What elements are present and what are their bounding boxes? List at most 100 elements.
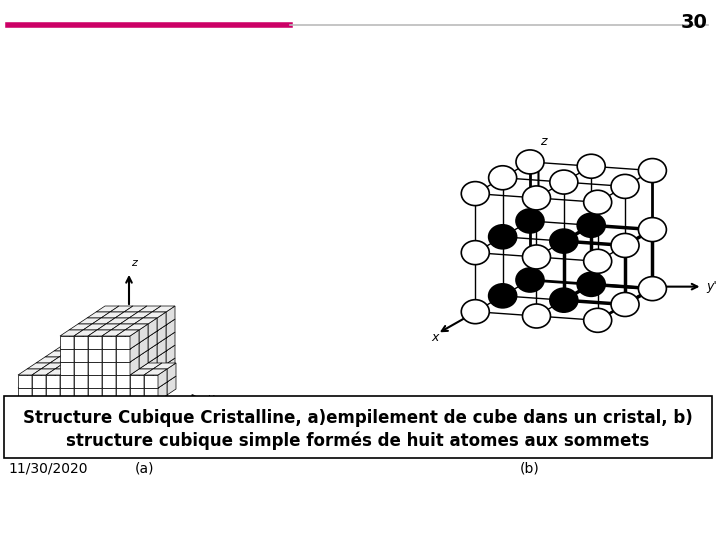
Polygon shape: [32, 369, 41, 388]
Polygon shape: [106, 357, 129, 363]
Polygon shape: [87, 403, 110, 409]
Polygon shape: [97, 376, 120, 382]
Polygon shape: [46, 421, 55, 440]
Polygon shape: [116, 356, 139, 362]
Polygon shape: [96, 306, 119, 312]
Polygon shape: [116, 343, 139, 349]
Polygon shape: [55, 421, 69, 434]
Polygon shape: [148, 318, 157, 337]
Polygon shape: [130, 382, 153, 388]
Polygon shape: [69, 389, 92, 395]
Polygon shape: [92, 370, 115, 376]
Polygon shape: [78, 389, 92, 402]
Polygon shape: [83, 389, 92, 408]
Polygon shape: [111, 363, 120, 382]
Polygon shape: [120, 318, 129, 337]
Polygon shape: [152, 319, 175, 325]
Polygon shape: [157, 338, 166, 357]
Polygon shape: [124, 338, 138, 351]
Polygon shape: [110, 390, 124, 403]
Polygon shape: [144, 382, 153, 401]
Polygon shape: [115, 364, 124, 383]
Polygon shape: [92, 324, 106, 337]
Polygon shape: [88, 382, 111, 388]
Polygon shape: [167, 363, 176, 382]
Polygon shape: [64, 409, 73, 428]
Polygon shape: [41, 415, 50, 434]
Polygon shape: [83, 415, 106, 421]
Polygon shape: [92, 350, 106, 363]
Polygon shape: [83, 363, 106, 369]
Polygon shape: [60, 382, 69, 401]
Polygon shape: [73, 390, 82, 409]
Polygon shape: [129, 357, 143, 370]
Polygon shape: [138, 364, 152, 377]
Polygon shape: [138, 306, 161, 312]
Ellipse shape: [639, 159, 667, 183]
Ellipse shape: [516, 209, 544, 233]
Polygon shape: [130, 369, 139, 388]
Polygon shape: [134, 337, 148, 350]
Polygon shape: [68, 358, 91, 364]
Polygon shape: [129, 344, 143, 357]
Polygon shape: [78, 350, 92, 363]
Polygon shape: [166, 306, 175, 325]
Polygon shape: [87, 357, 101, 370]
Polygon shape: [88, 349, 102, 362]
Polygon shape: [83, 337, 106, 343]
Polygon shape: [139, 337, 148, 356]
Polygon shape: [50, 357, 59, 376]
Polygon shape: [69, 343, 83, 356]
Polygon shape: [69, 363, 92, 369]
Polygon shape: [55, 389, 64, 408]
Polygon shape: [97, 337, 120, 343]
Polygon shape: [46, 382, 55, 401]
Text: x: x: [431, 331, 438, 344]
Polygon shape: [78, 370, 87, 389]
Polygon shape: [32, 421, 41, 440]
Polygon shape: [32, 395, 41, 414]
Polygon shape: [116, 349, 130, 362]
Polygon shape: [144, 369, 167, 375]
Polygon shape: [78, 383, 87, 402]
Polygon shape: [82, 397, 91, 416]
Polygon shape: [60, 369, 83, 375]
Polygon shape: [111, 324, 120, 343]
Polygon shape: [96, 345, 105, 364]
Polygon shape: [110, 364, 124, 377]
Polygon shape: [115, 318, 129, 331]
Polygon shape: [69, 402, 78, 421]
Polygon shape: [73, 377, 96, 383]
Polygon shape: [166, 319, 175, 338]
Polygon shape: [92, 370, 101, 389]
Polygon shape: [82, 351, 96, 364]
Polygon shape: [73, 403, 96, 409]
Polygon shape: [55, 389, 78, 395]
Polygon shape: [125, 369, 139, 382]
Polygon shape: [152, 319, 161, 338]
Polygon shape: [92, 383, 101, 402]
Polygon shape: [129, 370, 143, 383]
Polygon shape: [50, 415, 64, 428]
Polygon shape: [41, 389, 64, 395]
Polygon shape: [74, 343, 97, 349]
Polygon shape: [120, 331, 129, 350]
Polygon shape: [54, 351, 68, 364]
Polygon shape: [45, 351, 68, 357]
Text: y': y': [706, 280, 717, 293]
Polygon shape: [152, 364, 166, 377]
Polygon shape: [88, 330, 97, 349]
Polygon shape: [166, 358, 175, 377]
Polygon shape: [50, 376, 64, 389]
Polygon shape: [102, 375, 116, 388]
Polygon shape: [27, 395, 41, 408]
Polygon shape: [111, 382, 125, 395]
Polygon shape: [82, 403, 96, 416]
Polygon shape: [125, 324, 134, 343]
Polygon shape: [139, 369, 153, 382]
Polygon shape: [106, 350, 120, 363]
Polygon shape: [50, 396, 73, 402]
Polygon shape: [115, 351, 138, 357]
Polygon shape: [96, 332, 119, 338]
Polygon shape: [83, 421, 97, 434]
